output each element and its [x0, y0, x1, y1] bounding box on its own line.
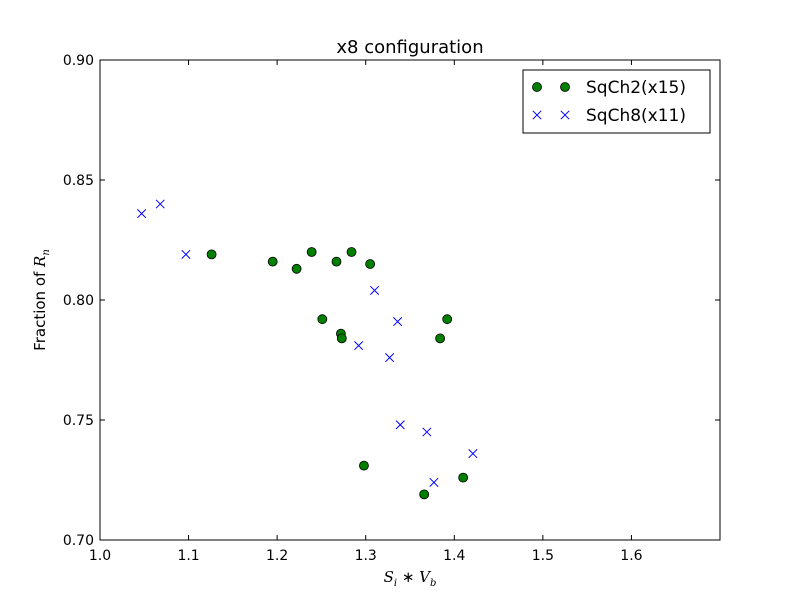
data-point [346, 247, 357, 257]
x-axis-label-part: b [430, 578, 436, 589]
x-tick-label: 1.3 [355, 548, 377, 564]
data-point [429, 477, 439, 487]
legend-box [522, 69, 711, 134]
x-axis-label: Si ∗ Vb [384, 568, 437, 589]
data-point [532, 110, 542, 120]
legend-entry: SqCh2(x15) [532, 78, 686, 98]
x-tick-label: 1.4 [443, 548, 465, 564]
data-point [385, 353, 395, 363]
legend-entry: SqCh8(x11) [532, 106, 686, 126]
data-point [468, 449, 478, 459]
x-axis: 1.0 1.1 1.2 1.3 1.4 1.5 1.6 [89, 60, 643, 564]
data-point [354, 341, 364, 351]
data-point [442, 314, 453, 325]
data-point [206, 249, 217, 260]
y-tick-label: 0.75 [63, 413, 94, 429]
data-point [365, 259, 376, 269]
x-axis-label-part: S [384, 568, 394, 586]
y-axis-label-math: R [31, 256, 49, 268]
data-point [532, 82, 542, 92]
data-point [137, 209, 147, 219]
data-point [422, 427, 432, 437]
y-axis-label-prefix: Fraction of [31, 267, 49, 351]
x-axis-label-part: V [419, 568, 432, 586]
data-point [155, 199, 165, 209]
y-axis: 0.70 0.75 0.80 0.85 0.90 [63, 53, 720, 549]
x-axis-label-part: i [394, 578, 397, 589]
data-point [336, 333, 347, 344]
data-point [393, 317, 403, 327]
data-points [137, 199, 478, 500]
legend-label: SqCh2(x15) [586, 78, 686, 98]
data-point [267, 256, 278, 267]
x-tick-label: 1.1 [177, 548, 199, 564]
y-axis-label: Fraction of Rn [31, 249, 52, 351]
data-point [370, 285, 380, 295]
x-axis-label-part: ∗ [397, 568, 419, 586]
data-point [306, 247, 317, 257]
legend: SqCh2(x15) SqCh8(x11) [522, 69, 711, 134]
x-tick-label: 1.0 [89, 548, 111, 564]
data-point [458, 472, 469, 483]
y-tick-label: 0.85 [63, 173, 94, 189]
data-point [560, 110, 570, 120]
data-point [435, 333, 446, 344]
x-tick-label: 1.2 [266, 548, 288, 564]
data-point [317, 314, 328, 325]
y-tick-label: 0.90 [63, 53, 94, 69]
data-point [359, 460, 369, 471]
data-point [395, 420, 405, 430]
data-point [560, 82, 570, 92]
y-tick-label: 0.80 [63, 293, 94, 309]
y-tick-label: 0.70 [63, 533, 94, 549]
data-point [419, 489, 430, 500]
legend-label: SqCh8(x11) [586, 106, 686, 126]
data-point [331, 256, 342, 267]
chart-title: x8 configuration [336, 37, 483, 58]
y-axis-label-subscript: n [41, 249, 52, 255]
data-point [291, 263, 302, 274]
data-point [181, 249, 191, 259]
x-tick-label: 1.5 [532, 548, 554, 564]
x-tick-label: 1.6 [620, 548, 642, 564]
